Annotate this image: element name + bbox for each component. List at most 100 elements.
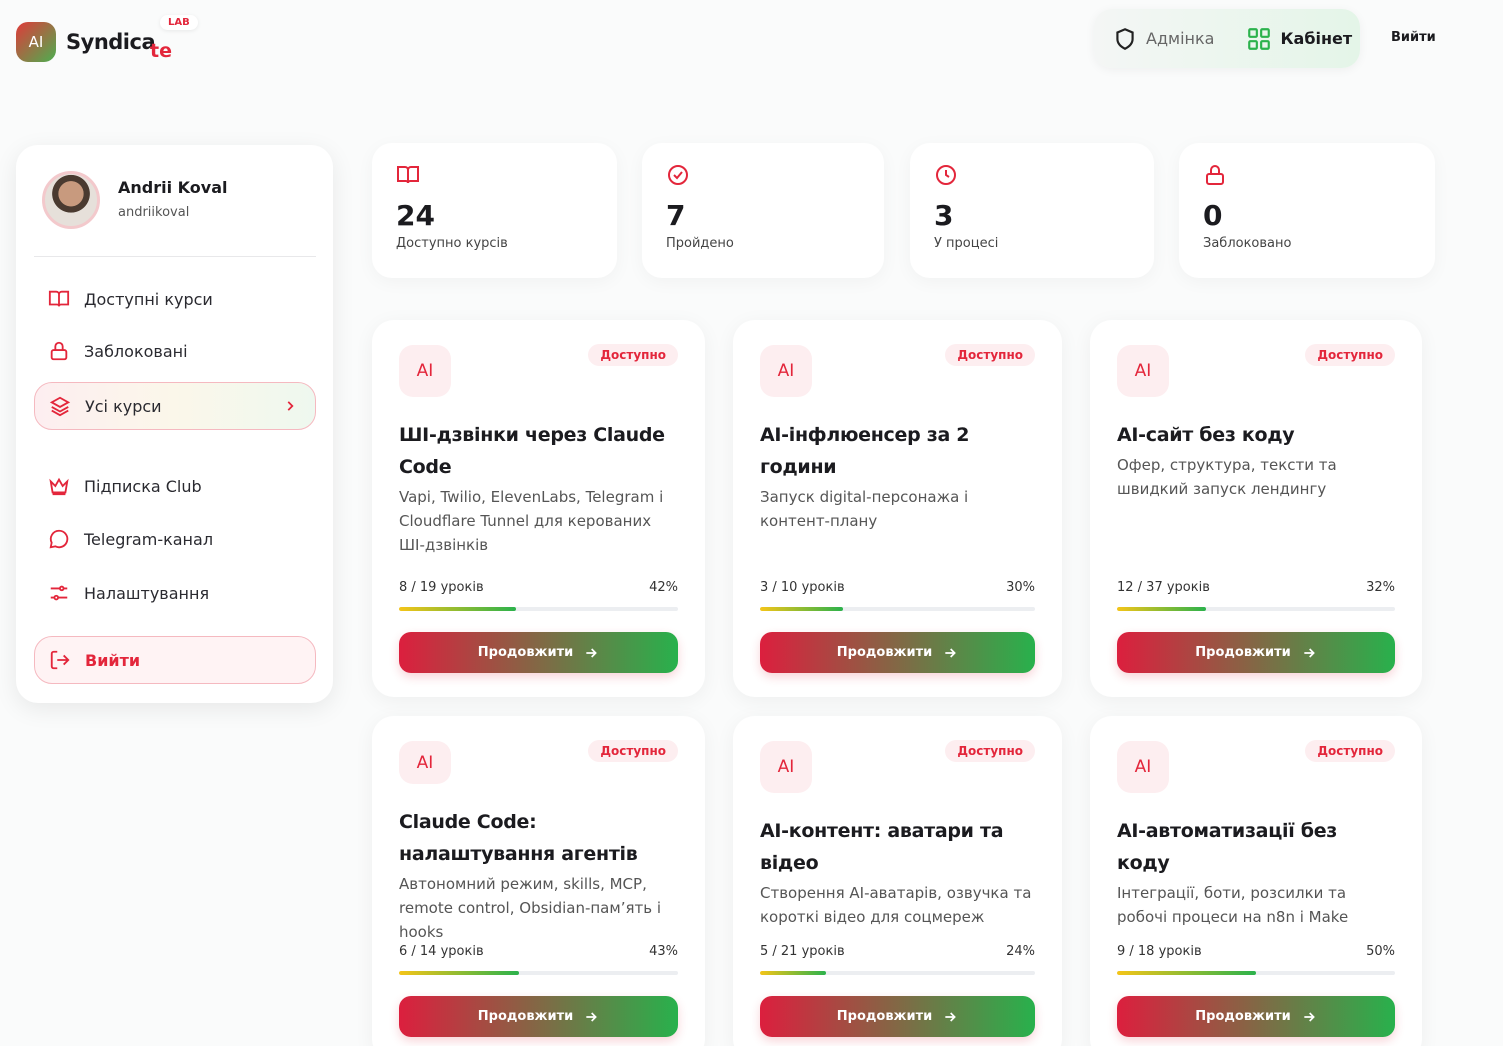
- progress-row: 8 / 19 уроків 42%: [399, 580, 678, 595]
- lessons-count: 5 / 21 уроків: [760, 944, 845, 959]
- stat-card: 0 Заблоковано: [1179, 143, 1435, 278]
- progress-fill: [399, 971, 519, 975]
- course-card: AI Доступно Claude Code: налаштування аген…: [372, 716, 705, 1046]
- course-badge: AI: [760, 741, 812, 793]
- button-label: Продовжити: [477, 645, 574, 660]
- course-footer: 6 / 14 уроків 43% Продовжити: [399, 944, 678, 1037]
- button-label: Продовжити: [1195, 645, 1291, 660]
- button-label: Продовжити: [836, 645, 933, 660]
- button-label: Продовжити: [1195, 1009, 1291, 1024]
- progress-label: 30%: [1006, 580, 1035, 595]
- logout-link[interactable]: Вийти: [1391, 30, 1436, 45]
- nav-item[interactable]: Доступні курси: [34, 275, 316, 323]
- course-title: Claude Code: налаштування агентів: [399, 811, 638, 865]
- progress-track: [399, 971, 678, 975]
- admin-label: Адмінка: [1146, 29, 1215, 48]
- nav-label: Telegram-канал: [84, 529, 214, 549]
- continue-button[interactable]: Продовжити: [399, 996, 678, 1037]
- nav-label: Заблоковані: [84, 341, 188, 361]
- course-card: AI Доступно AI-інфлюенсер за 2 години Запус…: [733, 320, 1062, 697]
- arrow-icon: [945, 1011, 957, 1022]
- continue-button[interactable]: Продовжити: [760, 632, 1035, 673]
- button-label: Продовжити: [477, 1009, 574, 1024]
- arrow-icon: [586, 647, 598, 658]
- arrow-icon: [586, 1011, 598, 1022]
- course-footer: 3 / 10 уроків 30% Продовжити: [760, 580, 1035, 673]
- course-description: Автономний режим, skills, MCP, remote co…: [399, 875, 661, 941]
- lab-badge: LAB: [160, 15, 198, 30]
- progress-track: [399, 607, 678, 611]
- progress-row: 9 / 18 уроків 50%: [1117, 944, 1395, 959]
- arrow-icon: [1304, 647, 1315, 658]
- lessons-count: 12 / 37 уроків: [1117, 580, 1210, 595]
- course-description: Запуск digital-персонажа і контент-плану: [760, 488, 969, 530]
- course-footer: 12 / 37 уроків 32% Продовжити: [1117, 580, 1395, 673]
- nav-item-active[interactable]: Усі курси: [34, 382, 316, 430]
- stat-value: 3: [934, 199, 954, 232]
- lessons-count: 8 / 19 уроків: [399, 580, 484, 595]
- progress-row: 3 / 10 уроків 30%: [760, 580, 1035, 595]
- stat-label: У процесі: [934, 236, 999, 251]
- progress-fill: [1117, 971, 1256, 975]
- course-badge: AI: [1117, 741, 1169, 793]
- progress-label: 43%: [649, 944, 678, 959]
- status-badge: Доступно: [588, 740, 678, 762]
- admin-link[interactable]: Адмінка: [1112, 26, 1214, 52]
- stat-card: 24 Доступно курсів: [372, 143, 617, 278]
- settings-icon: [50, 585, 68, 601]
- course-description: Інтеграції, боти, розсилки та робочі про…: [1117, 884, 1349, 926]
- nav-label: Доступні курси: [84, 289, 213, 309]
- continue-button[interactable]: Продовжити: [760, 996, 1035, 1037]
- nav-item[interactable]: Налаштування: [34, 569, 316, 617]
- nav-item[interactable]: Підписка Club: [34, 462, 316, 510]
- continue-button[interactable]: Продовжити: [399, 632, 678, 673]
- chevron-icon: [287, 401, 294, 411]
- course-description: Vapi, Twilio, ElevenLabs, Telegram і Clo…: [399, 488, 664, 554]
- top-nav: Адмінка Кабінет: [1094, 9, 1360, 68]
- progress-track: [1117, 607, 1395, 611]
- progress-fill: [399, 607, 517, 611]
- stat-label: Доступно курсів: [396, 236, 508, 251]
- logo-badge[interactable]: AI: [16, 22, 56, 62]
- logout-button[interactable]: Вийти: [34, 636, 316, 684]
- progress-track: [760, 607, 1035, 611]
- progress-track: [1117, 971, 1395, 975]
- nav-item[interactable]: Telegram-канал: [34, 515, 316, 563]
- lessons-count: 3 / 10 уроків: [760, 580, 845, 595]
- progress-fill: [1117, 607, 1206, 611]
- clock-icon: [936, 165, 956, 185]
- nav-label: Усі курси: [85, 396, 162, 416]
- course-badge: AI: [399, 345, 451, 397]
- continue-button[interactable]: Продовжити: [1117, 632, 1395, 673]
- book-icon: [48, 290, 70, 307]
- nav-label: Підписка Club: [84, 476, 202, 496]
- logout-icon: [50, 650, 70, 670]
- continue-button[interactable]: Продовжити: [1117, 996, 1395, 1037]
- status-badge: Доступно: [1305, 740, 1395, 762]
- progress-label: 24%: [1006, 944, 1035, 959]
- grid-icon: [1248, 27, 1271, 50]
- brand: Syndica: [66, 30, 156, 54]
- cabinet-label: Кабінет: [1280, 29, 1353, 48]
- shield-icon: [1116, 27, 1134, 50]
- status-badge: Доступно: [1305, 344, 1395, 366]
- status-badge: Доступно: [588, 344, 678, 366]
- stat-label: Заблоковано: [1203, 236, 1292, 251]
- crown-icon: [49, 477, 69, 496]
- progress-row: 5 / 21 уроків 24%: [760, 944, 1035, 959]
- progress-label: 50%: [1366, 944, 1395, 959]
- nav-label: Налаштування: [84, 583, 210, 603]
- button-label: Продовжити: [836, 1009, 933, 1024]
- course-card: AI Доступно AI-контент: аватари та відео Ст…: [733, 716, 1062, 1046]
- lock-icon: [1206, 165, 1224, 185]
- avatar[interactable]: [42, 171, 100, 229]
- arrow-icon: [945, 647, 957, 658]
- nav-item[interactable]: Заблоковані: [34, 327, 316, 375]
- sidebar: Andrii Koval andriikoval Доступні курси …: [16, 145, 333, 703]
- cabinet-link[interactable]: Кабінет: [1246, 26, 1352, 52]
- course-card: AI Доступно ШІ-дзвінки через Claude Code Va…: [372, 320, 705, 697]
- course-title: ШІ-дзвінки через Claude Code: [399, 424, 665, 478]
- course-description: Офер, структура, тексти та швидкий запус…: [1117, 456, 1337, 498]
- arrow-icon: [1304, 1011, 1315, 1022]
